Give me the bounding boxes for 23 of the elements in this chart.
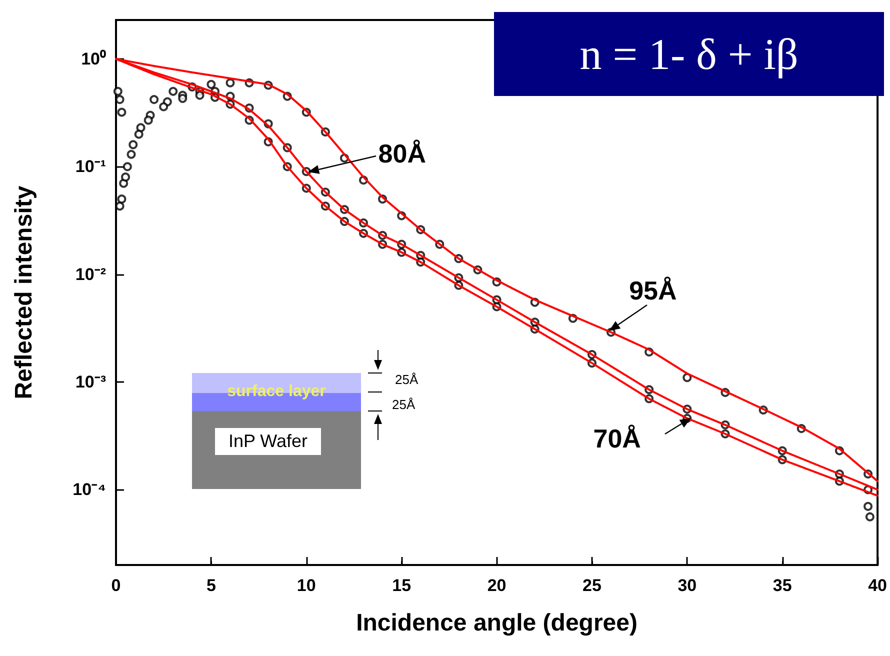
annotation: 25Å (395, 372, 418, 387)
x-tick-label: 40 (868, 576, 888, 595)
x-tick-label: 25 (582, 576, 602, 595)
annotation: 25Å (392, 397, 416, 412)
x-tick-label: 30 (678, 576, 697, 595)
x-tick-label: 5 (206, 576, 216, 595)
x-tick-label: 15 (392, 576, 412, 595)
y-tick-label: 10⁰ (81, 49, 106, 68)
y-tick-label: 10⁻² (75, 264, 106, 284)
y-tick-label: 10⁻⁴ (72, 480, 106, 500)
y-tick-label: 10⁻¹ (75, 157, 106, 176)
y-tick-label: 10⁻³ (75, 372, 106, 392)
annotation: 95Å (629, 276, 678, 306)
annotation: 80Å (378, 138, 426, 169)
annotation: 70Å (593, 423, 642, 454)
x-tick-label: 0 (111, 576, 121, 595)
x-tick-label: 35 (772, 576, 792, 595)
y-axis-title: Reflected intensity (10, 185, 38, 400)
annotation: InP Wafer (215, 428, 321, 455)
x-tick-label: 20 (487, 576, 506, 595)
x-axis-title: Incidence angle (degree) (356, 610, 638, 636)
annotation: surface layer (226, 383, 327, 401)
x-tick-label: 10 (296, 576, 316, 595)
